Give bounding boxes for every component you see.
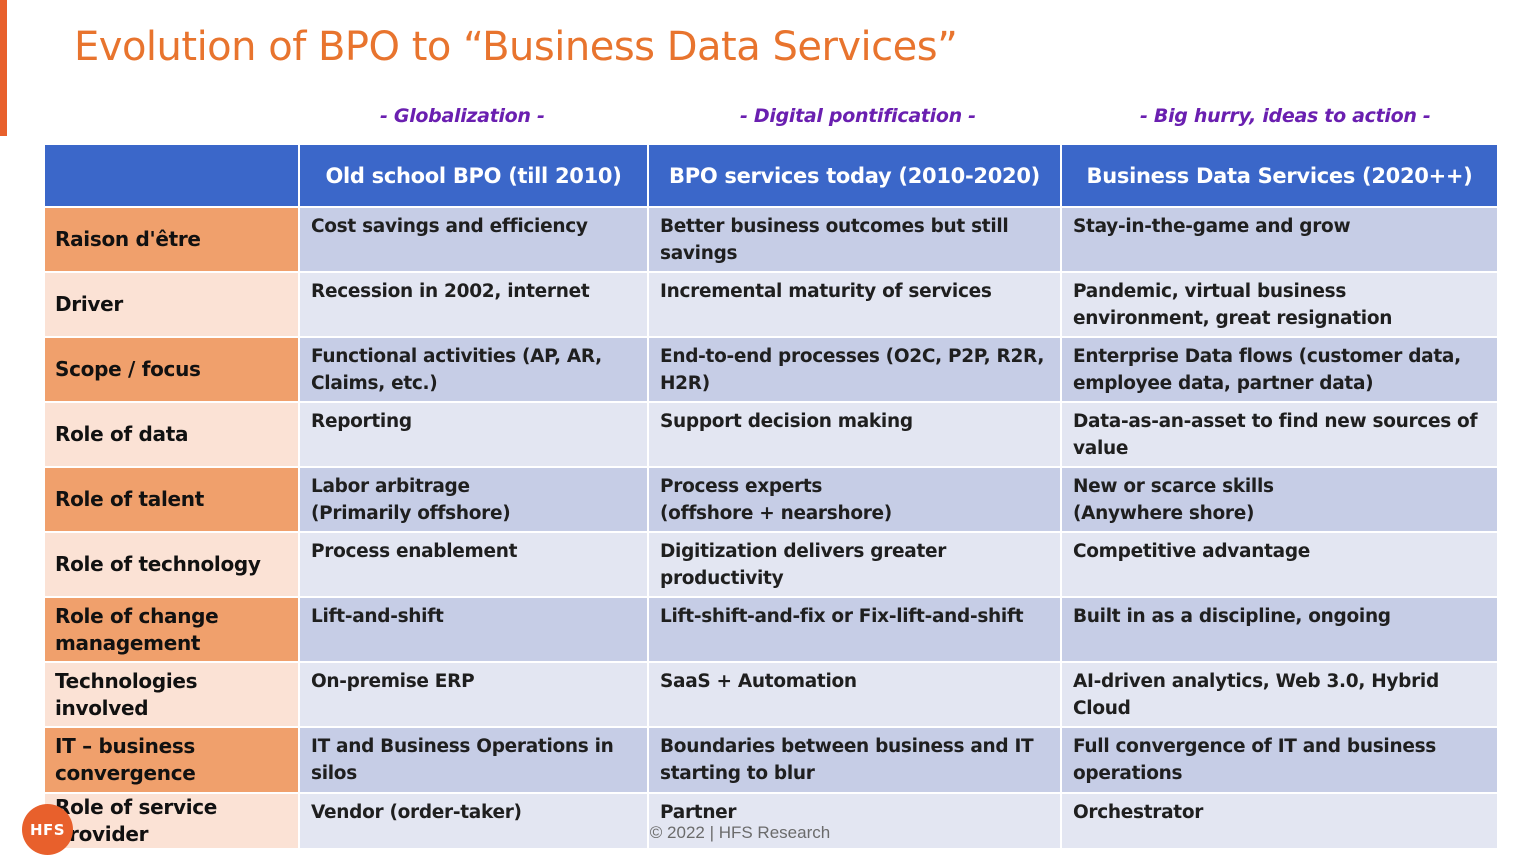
- table-row: Role of data Reporting Support decision ma…: [43, 401, 1499, 468]
- table-cell: Stay-in-the-game and grow: [1060, 206, 1499, 273]
- table-cell: New or scarce skills (Anywhere shore): [1060, 466, 1499, 533]
- table-row: Driver Recession in 2002, internet Increme…: [43, 271, 1499, 338]
- table-row: Role of change management Lift-and-shift L…: [43, 596, 1499, 663]
- era-label-digital-pontification: - Digital pontification -: [740, 105, 976, 127]
- row-label: IT – business convergence: [43, 726, 300, 794]
- row-label: Role of service provider: [43, 792, 300, 850]
- row-label: Role of change management: [43, 596, 300, 663]
- table-cell: Vendor (order-taker): [298, 792, 649, 850]
- table-cell: AI-driven analytics, Web 3.0, Hybrid Clo…: [1060, 661, 1499, 728]
- accent-bar: [0, 0, 7, 136]
- header-old-school-bpo: Old school BPO (till 2010): [298, 143, 649, 208]
- table-cell: On-premise ERP: [298, 661, 649, 728]
- table-cell: Support decision making: [647, 401, 1062, 468]
- table-row: Scope / focus Functional activities (AP, …: [43, 336, 1499, 403]
- table-row: Raison d'être Cost savings and efficiency…: [43, 206, 1499, 273]
- header-business-data-services: Business Data Services (2020++): [1060, 143, 1499, 208]
- footer-copyright: © 2022 | HFS Research: [649, 823, 831, 842]
- table-cell: Competitive advantage: [1060, 531, 1499, 598]
- row-label: Driver: [43, 271, 300, 338]
- era-label-globalization: - Globalization -: [380, 105, 545, 127]
- table-row: Role of service provider Vendor (order-ta…: [43, 792, 1499, 850]
- row-label: Role of technology: [43, 531, 300, 598]
- table-cell: Partner: [647, 792, 1062, 850]
- header-bpo-services-today: BPO services today (2010-2020): [647, 143, 1062, 208]
- table-cell: SaaS + Automation: [647, 661, 1062, 728]
- table-cell: Reporting: [298, 401, 649, 468]
- table-row: Role of talent Labor arbitrage (Primarily…: [43, 466, 1499, 533]
- table-cell: Process enablement: [298, 531, 649, 598]
- table-row: IT – business convergence IT and Business…: [43, 726, 1499, 794]
- table-cell: Labor arbitrage (Primarily offshore): [298, 466, 649, 533]
- table-cell: Cost savings and efficiency: [298, 206, 649, 273]
- row-label: Role of talent: [43, 466, 300, 533]
- table-cell: Built in as a discipline, ongoing: [1060, 596, 1499, 663]
- comparison-table: Old school BPO (till 2010) BPO services …: [43, 143, 1499, 850]
- table-cell: Data-as-an-asset to find new sources of …: [1060, 401, 1499, 468]
- table-cell: End-to-end processes (O2C, P2P, R2R, H2R…: [647, 336, 1062, 403]
- table-row: Technologies involved On-premise ERP SaaS …: [43, 661, 1499, 728]
- era-label-big-hurry: - Big hurry, ideas to action -: [1140, 105, 1431, 127]
- row-label: Raison d'être: [43, 206, 300, 273]
- table-cell: Better business outcomes but still savin…: [647, 206, 1062, 273]
- slide-title: Evolution of BPO to “Business Data Servi…: [74, 24, 958, 70]
- table-header-row: Old school BPO (till 2010) BPO services …: [43, 143, 1499, 208]
- table-cell: Recession in 2002, internet: [298, 271, 649, 338]
- table-cell: Orchestrator: [1060, 792, 1499, 850]
- row-label: Scope / focus: [43, 336, 300, 403]
- table-cell: Pandemic, virtual business environment, …: [1060, 271, 1499, 338]
- row-label: Technologies involved: [43, 661, 300, 728]
- table-cell: Functional activities (AP, AR, Claims, e…: [298, 336, 649, 403]
- table-cell: Full convergence of IT and business oper…: [1060, 726, 1499, 794]
- hfs-logo: HFS: [22, 804, 73, 855]
- table-cell: Process experts (offshore + nearshore): [647, 466, 1062, 533]
- table-cell: Incremental maturity of services: [647, 271, 1062, 338]
- table-row: Role of technology Process enablement Digi…: [43, 531, 1499, 598]
- header-corner-cell: [43, 143, 300, 208]
- table-cell: Boundaries between business and IT start…: [647, 726, 1062, 794]
- table-cell: Enterprise Data flows (customer data, em…: [1060, 336, 1499, 403]
- table-cell: Lift-and-shift: [298, 596, 649, 663]
- table-cell: Lift-shift-and-fix or Fix-lift-and-shift: [647, 596, 1062, 663]
- row-label: Role of data: [43, 401, 300, 468]
- table-cell: IT and Business Operations in silos: [298, 726, 649, 794]
- table-cell: Digitization delivers greater productivi…: [647, 531, 1062, 598]
